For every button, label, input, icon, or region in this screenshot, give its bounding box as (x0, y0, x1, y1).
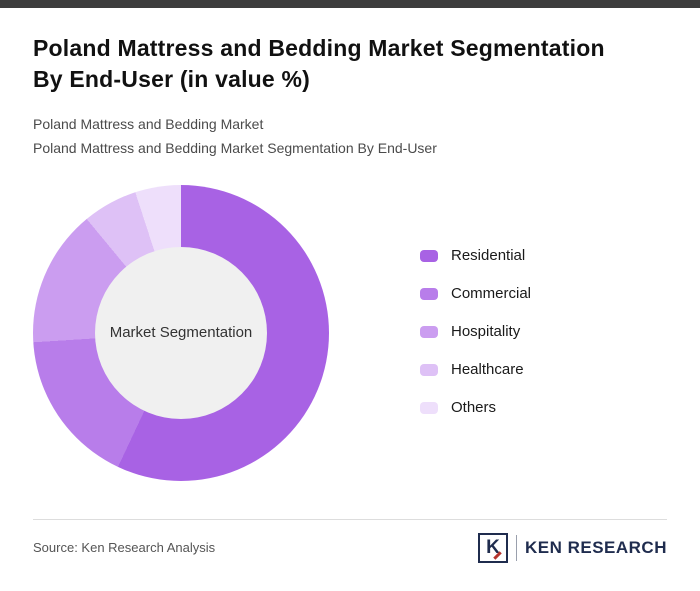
chart-area: Market Segmentation Residential Commerci… (33, 184, 667, 481)
page-title: Poland Mattress and Bedding Market Segme… (33, 33, 667, 95)
ken-research-logo: K KEN RESEARCH (477, 532, 667, 563)
page-title-line-1: Poland Mattress and Bedding Market Segme… (33, 35, 605, 61)
chart-legend: Residential Commercial Hospitality Healt… (420, 185, 531, 481)
subtitle-line-1: Poland Mattress and Bedding Market (33, 116, 264, 133)
legend-item-hospitality: Hospitality (420, 313, 531, 351)
legend-label-healthcare: Healthcare (451, 361, 524, 379)
legend-swatch-healthcare (420, 363, 438, 376)
logo-k-mark: K (477, 532, 508, 563)
legend-label-residential: Residential (451, 247, 526, 265)
donut-chart: Market Segmentation (33, 184, 329, 481)
legend-item-others: Others (420, 389, 531, 427)
legend-item-residential: Residential (420, 237, 531, 275)
legend-swatch-residential (420, 249, 438, 262)
legend-label-hospitality: Hospitality (451, 323, 521, 341)
footer-divider (33, 518, 667, 520)
donut-center: Market Segmentation (95, 246, 267, 419)
legend-swatch-others (420, 401, 438, 414)
subtitle-line-2: Poland Mattress and Bedding Market Segme… (33, 139, 437, 156)
donut-center-label: Market Segmentation (109, 324, 253, 342)
legend-label-others: Others (451, 399, 497, 417)
legend-label-commercial: Commercial (451, 285, 532, 303)
legend-item-commercial: Commercial (420, 275, 531, 313)
legend-swatch-commercial (420, 287, 438, 300)
logo-separator (515, 534, 517, 561)
legend-item-healthcare: Healthcare (420, 351, 531, 389)
source-note: Source: Ken Research Analysis (33, 540, 216, 556)
logo-k-letter: K (486, 537, 500, 559)
footer: Source: Ken Research Analysis K KEN RESE… (33, 532, 667, 563)
page-title-line-2: By End-User (in value %) (33, 66, 311, 93)
logo-text: KEN RESEARCH (524, 537, 667, 557)
legend-swatch-hospitality (420, 325, 438, 338)
top-bar (0, 0, 700, 8)
